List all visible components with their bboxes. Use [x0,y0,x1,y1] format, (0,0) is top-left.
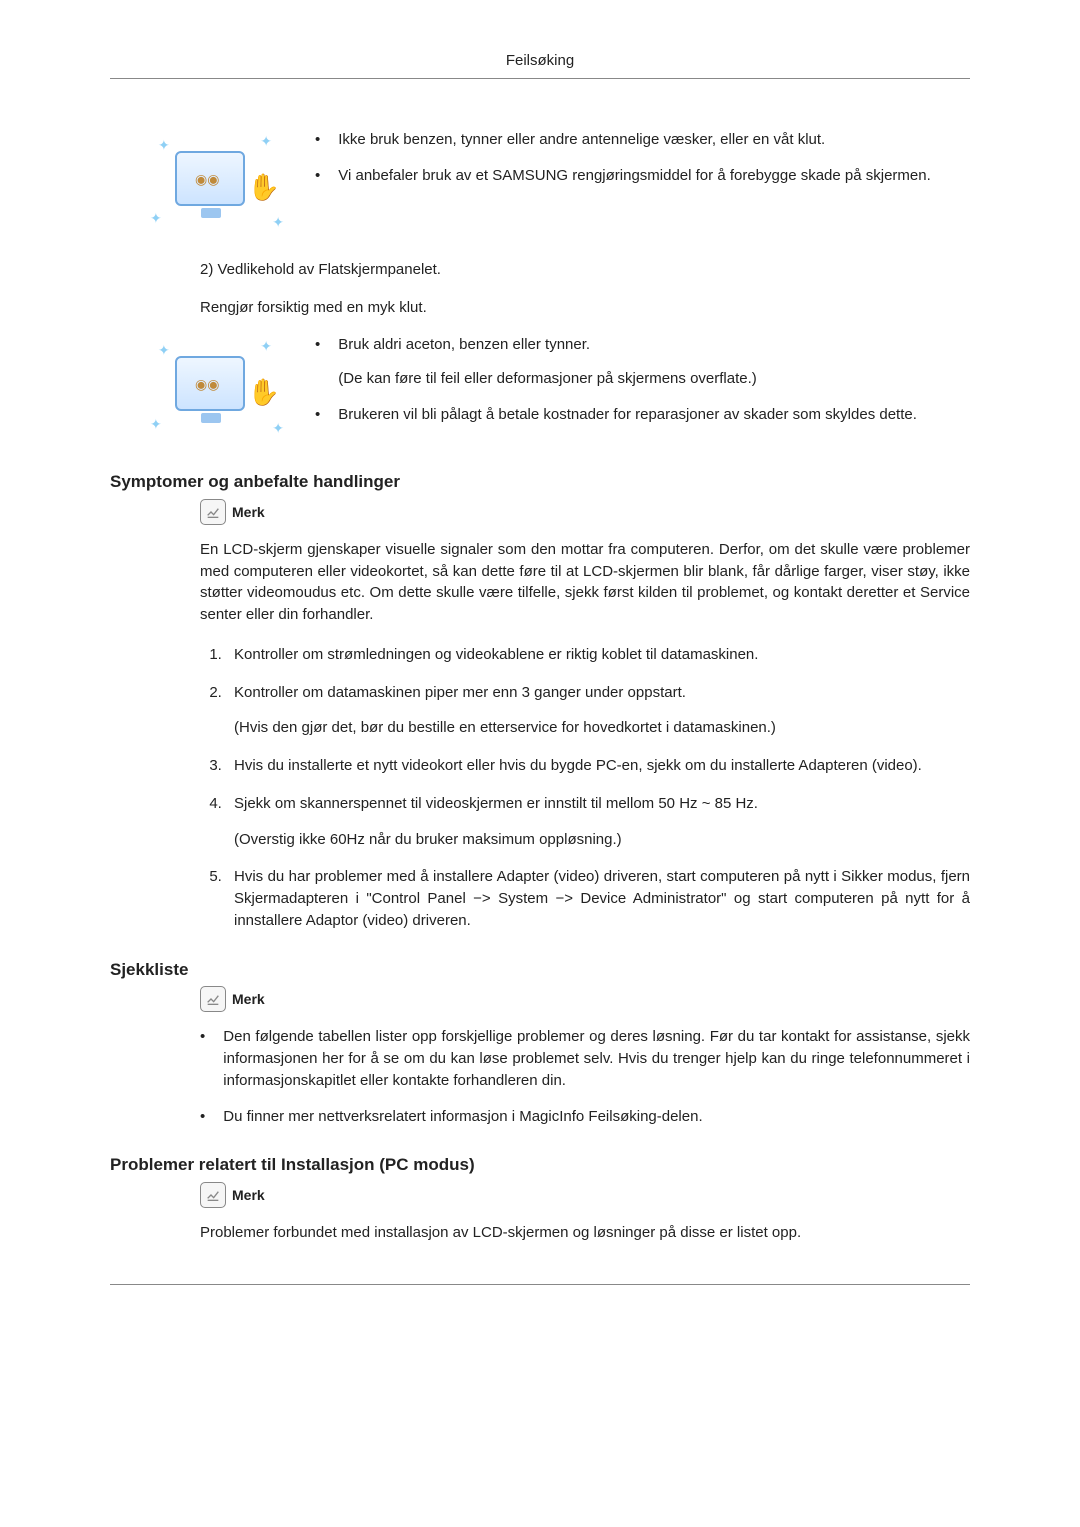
bullet-text: Brukeren vil bli pålagt å betale kostnad… [338,404,917,426]
note-label: Merk [232,502,265,522]
checklist-text: Du finner mer nettverksrelatert informas… [223,1106,702,1128]
step-item: Hvis du installerte et nytt videokort el… [226,755,970,777]
intro-row-2: ✦✦ ✦✦ ◉◉ ✋ Bruk aldri aceton, benzen ell… [110,334,970,444]
step-text: Hvis du har problemer med å installere A… [234,868,970,929]
note-row: Merk [200,986,970,1012]
intro-row-1: ✦✦ ✦✦ ◉◉ ✋ Ikke bruk benzen, tynner elle… [110,129,970,239]
install-text: Problemer forbundet med installasjon av … [200,1222,970,1244]
checklist-items: Den følgende tabellen lister opp forskje… [200,1026,970,1127]
intro-bullets-1: Ikke bruk benzen, tynner eller andre ant… [315,129,970,201]
note-label: Merk [232,989,265,1009]
bullet-subnote: (De kan føre til feil eller deformasjone… [338,368,757,390]
step2-label: 2) Vedlikehold av Flatskjermpanelet. [200,259,970,281]
header-text: Feilsøking [506,52,574,69]
clean-instruction: Rengjør forsiktig med en myk klut. [200,297,970,319]
step-item: Sjekk om skannerspennet til videoskjerme… [226,793,970,851]
note-row: Merk [200,499,970,525]
step-text: Kontroller om strømledningen og videokab… [234,646,758,663]
install-heading: Problemer relatert til Installasjon (PC … [110,1153,970,1178]
checklist-heading: Sjekkliste [110,958,970,983]
note-icon [200,1182,226,1208]
step-text: Sjekk om skannerspennet til videoskjerme… [234,795,758,812]
symptom-steps: Kontroller om strømledningen og videokab… [200,644,970,932]
note-icon [200,499,226,525]
symptoms-intro: En LCD-skjerm gjenskaper visuelle signal… [200,539,970,626]
monitor-illustration-2: ✦✦ ✦✦ ◉◉ ✋ [150,334,290,444]
step-text: Hvis du installerte et nytt videokort el… [234,757,922,774]
footer-rule [110,1284,970,1285]
bullet-text: Bruk aldri aceton, benzen eller tynner. [338,334,757,356]
symptoms-heading: Symptomer og anbefalte handlinger [110,470,970,495]
step-sub: (Overstig ikke 60Hz når du bruker maksim… [234,829,970,851]
bullet-text: Vi anbefaler bruk av et SAMSUNG rengjøri… [338,165,931,187]
monitor-illustration-1: ✦✦ ✦✦ ◉◉ ✋ [150,129,290,239]
note-label: Merk [232,1185,265,1205]
step-item: Hvis du har problemer med å installere A… [226,866,970,931]
step-text: Kontroller om datamaskinen piper mer enn… [234,684,686,701]
checklist-text: Den følgende tabellen lister opp forskje… [223,1026,970,1091]
intro-bullets-2: Bruk aldri aceton, benzen eller tynner. … [315,334,970,439]
note-icon [200,986,226,1012]
note-row: Merk [200,1182,970,1208]
bullet-text: Ikke bruk benzen, tynner eller andre ant… [338,129,825,151]
page-header: Feilsøking [110,50,970,79]
step-item: Kontroller om datamaskinen piper mer enn… [226,682,970,740]
step-sub: (Hvis den gjør det, bør du bestille en e… [234,717,970,739]
step-item: Kontroller om strømledningen og videokab… [226,644,970,666]
